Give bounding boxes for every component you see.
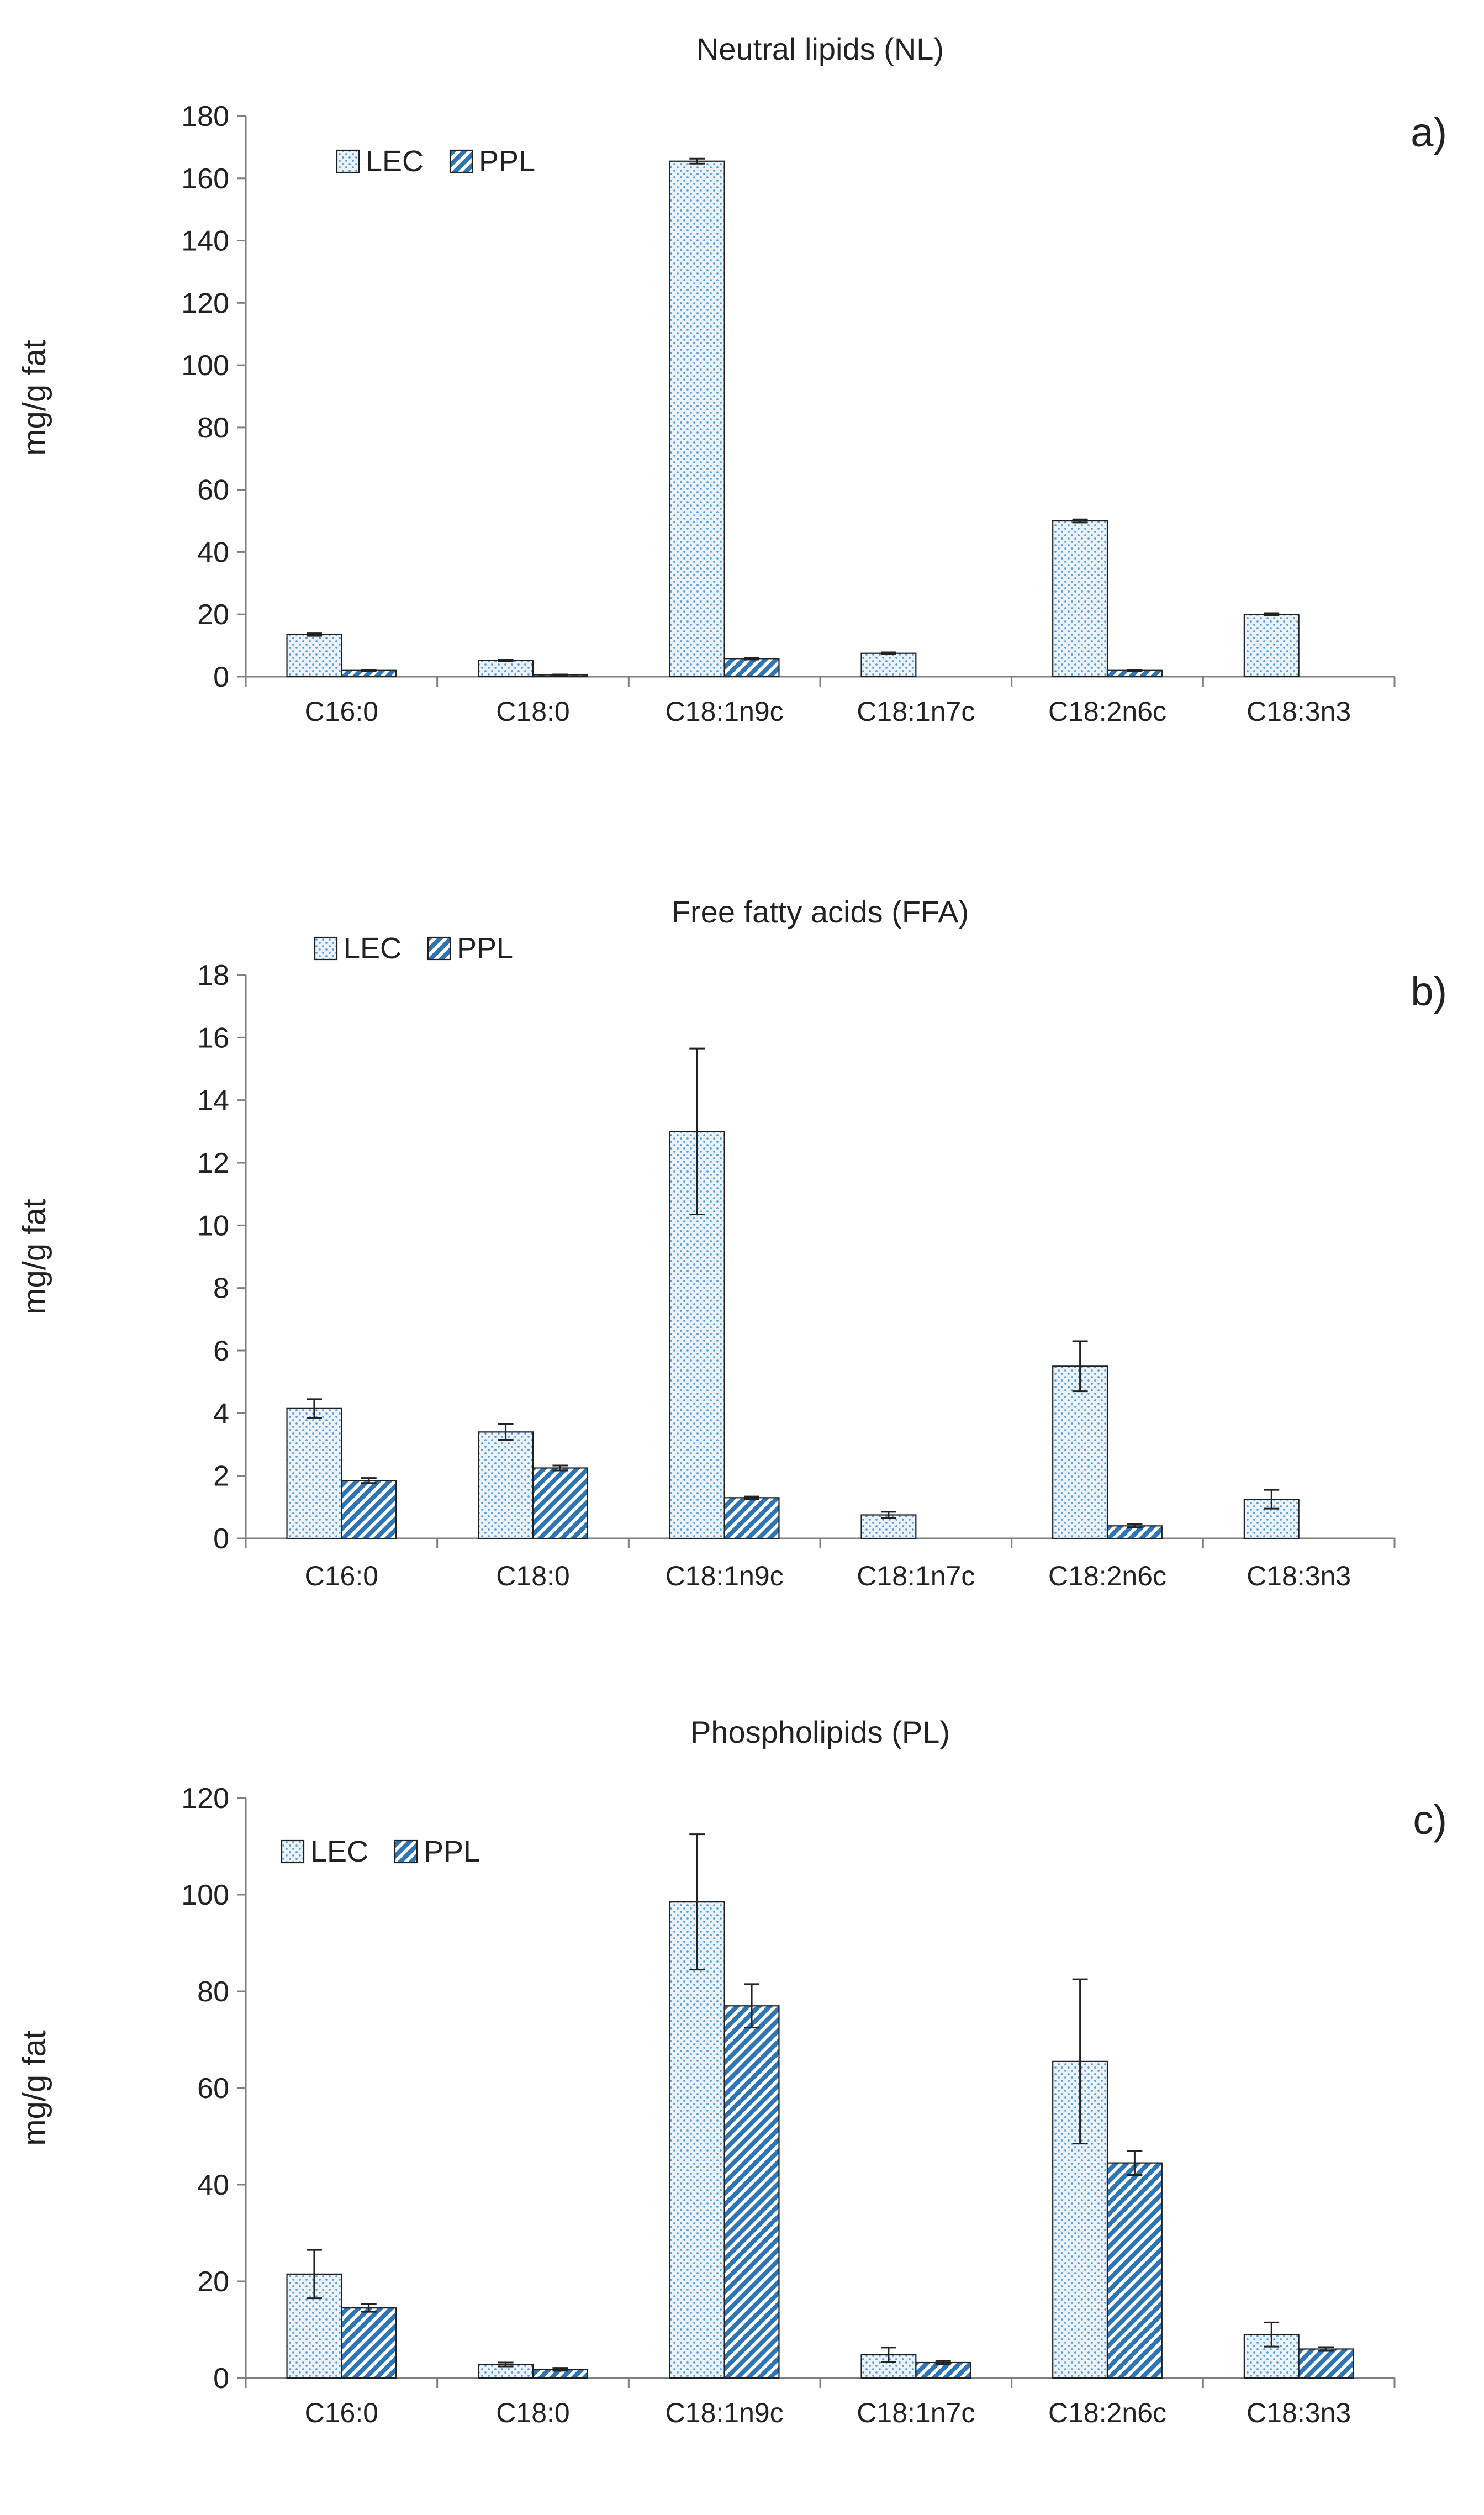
- x-tick-label: C18:3n3: [1247, 2397, 1351, 2428]
- x-tick-label: C18:1n9c: [666, 1560, 784, 1591]
- y-axis-label: mg/g fat: [17, 340, 52, 456]
- bar-lec-c18-1n7c: [860, 652, 917, 678]
- chart-phospholipids: Phospholipids (PL) c) mg/g fat 0 20 40 60 80 100…: [17, 1715, 1447, 2428]
- bar-ppl-c18-2n6c: [1106, 2162, 1163, 2379]
- y-tick-label: 140: [181, 225, 229, 257]
- x-tick-label: C18:1n9c: [666, 2397, 784, 2428]
- y-tick-label: 0: [213, 2363, 229, 2395]
- bar-lec-c18-3n3: [1243, 614, 1300, 678]
- bar-ppl-c18-3n3: [1298, 2348, 1354, 2379]
- x-tick-label: C18:0: [496, 1560, 569, 1591]
- bar-ppl-c16-0: [341, 2307, 397, 2379]
- y-tick-label: 14: [197, 1085, 229, 1117]
- y-tick-label: 4: [213, 1398, 229, 1430]
- bar-lec-c18-0: [478, 1431, 534, 1539]
- x-tick-label: C18:1n7c: [857, 1560, 975, 1591]
- legend: LEC PPL: [281, 1835, 480, 1868]
- x-tick-label: C18:0: [496, 2397, 569, 2428]
- panel-c: Phospholipids (PL) c) mg/g fat 0 20 40 60 80 100…: [0, 1701, 1484, 2515]
- bar-lec-c16-0: [286, 634, 342, 678]
- x-tick-label: C18:3n3: [1247, 1560, 1351, 1591]
- bar-ppl-c18-1n9c: [723, 1497, 780, 1539]
- panel-letter: a): [1411, 109, 1447, 155]
- y-tick-label: 0: [213, 1523, 229, 1555]
- y-tick-label: 40: [197, 2169, 229, 2201]
- panel-letter: b): [1411, 968, 1447, 1014]
- legend-label-lec: LEC: [366, 145, 424, 178]
- x-tick-label: C18:1n7c: [857, 696, 975, 727]
- y-tick-label: 20: [197, 2266, 229, 2298]
- y-tick-label: 120: [181, 1783, 229, 1815]
- bar-lec-c16-0: [286, 1407, 342, 1539]
- legend: LEC PPL: [336, 145, 535, 178]
- x-tick-label: C18:2n6c: [1048, 2397, 1166, 2428]
- bar-lec-c18-2n6c: [1052, 520, 1108, 678]
- y-tick-label: 12: [197, 1147, 229, 1179]
- y-tick-label: 40: [197, 536, 229, 568]
- bar-ppl-c18-1n7c: [915, 2361, 971, 2379]
- bar-ppl-c18-1n9c: [723, 658, 780, 678]
- legend: LEC PPL: [314, 932, 513, 965]
- legend-label-ppl: PPL: [457, 932, 513, 965]
- y-tick-label: 0: [213, 661, 229, 693]
- x-tick-label: C16:0: [305, 696, 378, 727]
- y-axis-label: mg/g fat: [17, 1199, 52, 1315]
- y-tick-label: 100: [181, 1879, 229, 1911]
- x-tick-label: C16:0: [305, 1560, 378, 1591]
- y-tick-label: 60: [197, 2073, 229, 2105]
- y-tick-label: 20: [197, 599, 229, 631]
- legend-swatch-ppl: [394, 1839, 418, 1864]
- x-tick-label: C18:1n7c: [857, 2397, 975, 2428]
- y-tick-label: 8: [213, 1273, 229, 1305]
- x-tick-label: C18:2n6c: [1048, 1560, 1166, 1591]
- legend-swatch-ppl: [427, 936, 451, 961]
- chart-free-fatty-acids: Free fatty acids (FFA) b) mg/g fat 0 2 4 6 8 10 1…: [17, 894, 1447, 1591]
- bar-ppl-c18-1n9c: [723, 2005, 780, 2379]
- bar-ppl-c16-0: [341, 1480, 397, 1539]
- bar-ppl-c18-0: [532, 1467, 588, 1539]
- y-tick-label: 16: [197, 1022, 229, 1054]
- y-tick-label: 18: [197, 959, 229, 992]
- panel-b: Free fatty acids (FFA) b) mg/g fat 0 2 4 6 8 10 1…: [0, 829, 1484, 1657]
- legend-swatch-lec: [314, 936, 338, 961]
- y-tick-label: 6: [213, 1335, 229, 1367]
- y-tick-label: 120: [181, 287, 229, 319]
- legend-swatch-ppl: [449, 149, 473, 173]
- y-tick-label: 100: [181, 350, 229, 382]
- y-tick-label: 80: [197, 412, 229, 444]
- chart-neutral-lipids: Neutral lipids (NL) a) mg/g fat 0 20 40 60 80 10…: [17, 31, 1447, 727]
- x-tick-label: C16:0: [305, 2397, 378, 2428]
- y-tick-label: 160: [181, 163, 229, 195]
- legend-swatch-lec: [336, 149, 360, 173]
- bar-lec-c18-1n9c: [669, 1901, 725, 2379]
- chart-title: Free fatty acids (FFA): [672, 894, 969, 929]
- bar-lec-c18-0: [478, 660, 534, 678]
- y-tick-label: 60: [197, 474, 229, 507]
- y-tick-label: 10: [197, 1210, 229, 1242]
- panel-letter: c): [1413, 1797, 1447, 1843]
- y-tick-label: 180: [181, 101, 229, 133]
- chart-title: Phospholipids (PL): [690, 1715, 950, 1749]
- chart-title: Neutral lipids (NL): [696, 31, 944, 66]
- y-tick-label: 2: [213, 1461, 229, 1493]
- legend-label-ppl: PPL: [479, 145, 535, 178]
- bar-lec-c18-1n9c: [669, 160, 725, 678]
- legend-label-ppl: PPL: [424, 1835, 480, 1868]
- legend-swatch-lec: [281, 1839, 305, 1864]
- x-tick-label: C18:1n9c: [666, 696, 784, 727]
- legend-label-lec: LEC: [310, 1835, 368, 1868]
- y-tick-label: 80: [197, 1976, 229, 2008]
- x-tick-label: C18:3n3: [1247, 696, 1351, 727]
- y-axis-label: mg/g fat: [17, 2030, 52, 2146]
- panel-a: Neutral lipids (NL) a) mg/g fat 0 20 40 60 80 10…: [0, 0, 1484, 768]
- bar-lec-c18-2n6c: [1052, 1365, 1108, 1539]
- x-tick-label: C18:2n6c: [1048, 696, 1166, 727]
- x-tick-label: C18:0: [496, 696, 569, 727]
- legend-label-lec: LEC: [344, 932, 402, 965]
